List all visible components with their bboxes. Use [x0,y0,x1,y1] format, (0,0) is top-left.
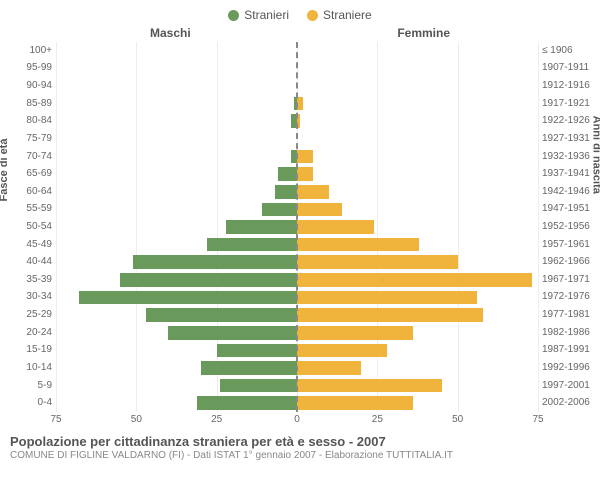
bar-male [275,185,297,199]
bar-male [217,344,297,358]
y-tick-age: 30-34 [0,289,52,307]
y-tick-age: 95-99 [0,60,52,78]
y-tick-birth: 1917-1921 [542,95,600,113]
bar-female [297,291,477,305]
legend-label-female: Straniere [323,8,372,22]
bar-male [201,361,297,375]
y-tick-age: 25-29 [0,306,52,324]
y-tick-birth: 1932-1936 [542,148,600,166]
y-tick-age: 40-44 [0,253,52,271]
bar-female [297,150,313,164]
gridline [538,42,539,412]
y-tick-birth: 1962-1966 [542,253,600,271]
y-tick-birth: 1972-1976 [542,289,600,307]
bar-female [297,308,483,322]
y-tick-age: 15-19 [0,342,52,360]
y-tick-birth: 1907-1911 [542,60,600,78]
bar-female [297,238,419,252]
y-tick-birth: 2002-2006 [542,394,600,412]
legend-item-male: Stranieri [228,8,289,22]
x-tick: 25 [372,414,383,425]
bar-male [207,238,297,252]
y-tick-age: 80-84 [0,112,52,130]
bar-male [146,308,297,322]
y-tick-age: 70-74 [0,148,52,166]
chart-footer: Popolazione per cittadinanza straniera p… [0,428,600,461]
bar-male [79,291,298,305]
legend: Stranieri Straniere [0,0,600,26]
y-tick-age: 10-14 [0,359,52,377]
header-male: Maschi [150,26,191,40]
x-tick: 75 [50,414,61,425]
female-swatch [307,10,318,21]
chart-subtitle: COMUNE DI FIGLINE VALDARNO (FI) - Dati I… [10,450,590,461]
y-tick-age: 100+ [0,42,52,60]
y-tick-age: 0-4 [0,394,52,412]
bar-female [297,344,387,358]
y-tick-birth: 1997-2001 [542,377,600,395]
bar-male [220,379,297,393]
plot-area [56,42,538,412]
x-tick: 50 [452,414,463,425]
bar-female [297,326,413,340]
y-tick-age: 55-59 [0,201,52,219]
y-tick-age: 45-49 [0,236,52,254]
y-tick-birth: 1992-1996 [542,359,600,377]
bar-female [297,167,313,181]
bar-male [262,203,297,217]
x-axis: 7550250255075 [56,414,538,428]
bar-male [197,396,297,410]
y-tick-age: 5-9 [0,377,52,395]
bar-female [297,255,458,269]
y-tick-birth: 1937-1941 [542,165,600,183]
bar-male [133,255,297,269]
x-tick: 50 [131,414,142,425]
bar-male [226,220,297,234]
y-tick-age: 20-24 [0,324,52,342]
column-headers: Maschi Femmine [0,26,600,42]
x-tick: 0 [294,414,300,425]
y-tick-birth: 1927-1931 [542,130,600,148]
x-tick: 75 [532,414,543,425]
y-tick-birth: 1977-1981 [542,306,600,324]
legend-item-female: Straniere [307,8,372,22]
y-axis-left: 100+95-9990-9485-8980-8475-7970-7465-696… [0,42,54,412]
y-tick-birth: 1947-1951 [542,201,600,219]
y-tick-age: 85-89 [0,95,52,113]
bar-female [297,396,413,410]
y-tick-birth: ≤ 1906 [542,42,600,60]
y-tick-birth: 1912-1916 [542,77,600,95]
bar-female [297,273,532,287]
bar-female [297,185,329,199]
pyramid-chart: Fasce di età Anni di nascita 100+95-9990… [56,42,538,412]
y-axis-right: ≤ 19061907-19111912-19161917-19211922-19… [540,42,600,412]
male-swatch [228,10,239,21]
x-tick: 25 [211,414,222,425]
y-tick-birth: 1987-1991 [542,342,600,360]
y-tick-age: 35-39 [0,271,52,289]
bar-male [278,167,297,181]
y-tick-birth: 1952-1956 [542,218,600,236]
bar-female [297,379,442,393]
y-tick-age: 90-94 [0,77,52,95]
y-tick-birth: 1942-1946 [542,183,600,201]
y-tick-age: 65-69 [0,165,52,183]
y-tick-age: 60-64 [0,183,52,201]
y-tick-age: 50-54 [0,218,52,236]
bar-female [297,203,342,217]
y-tick-birth: 1922-1926 [542,112,600,130]
chart-title: Popolazione per cittadinanza straniera p… [10,434,590,449]
y-tick-birth: 1957-1961 [542,236,600,254]
y-tick-birth: 1967-1971 [542,271,600,289]
bar-female [297,220,374,234]
y-tick-birth: 1982-1986 [542,324,600,342]
header-female: Femmine [397,26,450,40]
bar-male [168,326,297,340]
center-axis-line [296,42,298,412]
bar-female [297,361,361,375]
y-tick-age: 75-79 [0,130,52,148]
legend-label-male: Stranieri [244,8,289,22]
bar-male [120,273,297,287]
